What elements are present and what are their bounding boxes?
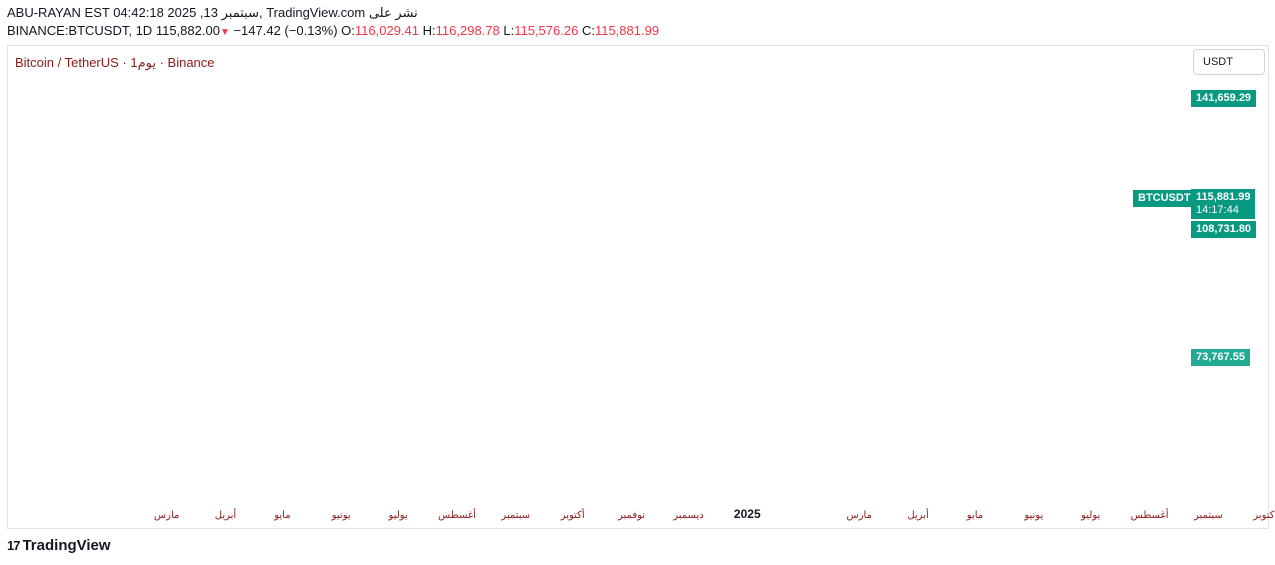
time-tick-label: مارس <box>154 510 179 521</box>
last-price-label: 115,881.99 14:17:44 <box>1191 189 1256 219</box>
level-73k-label: 73,767.55 <box>1191 349 1250 366</box>
time-tick-label: أبريل <box>215 508 237 521</box>
high-value: 116,298.78 <box>435 23 500 38</box>
close-value: 115,881.99 <box>594 23 660 38</box>
time-tick-label: أغسطس <box>1131 508 1169 521</box>
time-tick-label: مايو <box>273 510 290 521</box>
bar-countdown: 14:17:44 <box>1196 204 1239 216</box>
time-tick-label: 2025 <box>734 507 761 521</box>
time-tick-label: سبتمبر <box>1193 510 1223 521</box>
tradingview-logo-text: TradingView <box>22 537 111 554</box>
tradingview-logo[interactable]: 17 TradingView <box>7 537 111 554</box>
high-label: H: <box>422 23 436 38</box>
time-tick-label: يوليو <box>388 510 408 521</box>
time-tick-label: يونيو <box>1023 510 1043 521</box>
time-tick-label: ديسمبر <box>672 510 703 521</box>
time-tick-label: أبريل <box>907 508 929 521</box>
time-tick-label: أغسطس <box>438 508 476 521</box>
level-108k-label: 108,731.80 <box>1191 221 1257 238</box>
symbol-interval: BINANCE:BTCUSDT, 1D <box>7 23 153 38</box>
time-tick-label: مارس <box>847 510 872 521</box>
open-label: O: <box>341 23 355 38</box>
currency-button[interactable]: USDT <box>1193 49 1265 75</box>
last-price: 115,882.00 <box>155 23 220 38</box>
time-tick-label: أكتوبر <box>560 508 585 521</box>
low-label: L: <box>503 23 515 38</box>
open-value: 116,029.41 <box>354 23 420 38</box>
symbol-title: Bitcoin / TetherUS · 1يوم · Binance <box>15 55 215 70</box>
time-tick-label: نوفمبر <box>617 510 645 521</box>
symbol-price-label: BTCUSDT <box>1133 190 1196 207</box>
low-value: 115,576.26 <box>514 23 579 38</box>
time-tick-label: سبتمبر <box>500 510 530 521</box>
chart-header-ohlc: BINANCE:BTCUSDT, 1D 115,882.00▼ −147.42 … <box>7 23 659 38</box>
time-tick-label: مايو <box>966 510 983 521</box>
time-tick-label: يوليو <box>1080 510 1100 521</box>
chart-pane[interactable] <box>7 45 1269 529</box>
close-label: C: <box>581 23 595 38</box>
level-141k-label: 141,659.29 <box>1191 90 1257 107</box>
time-tick-label: أكتوبر <box>1252 508 1275 521</box>
chart-header-line1: ABU-RAYAN EST 04:42:18 2025 ,13 سبتمبر, … <box>7 5 418 20</box>
time-axis: مارس أبريل مايو يونيو يوليو أغسطس سبتمبر أكتوبر… <box>154 507 1275 521</box>
down-triangle-icon: ▼ <box>219 27 230 38</box>
last-price-value: 115,881.99 <box>1196 191 1251 203</box>
price-change: −147.42 (−0.13%) <box>233 23 338 38</box>
time-tick-label: يونيو <box>331 510 351 521</box>
tradingview-logo-icon: 17 <box>7 538 21 553</box>
